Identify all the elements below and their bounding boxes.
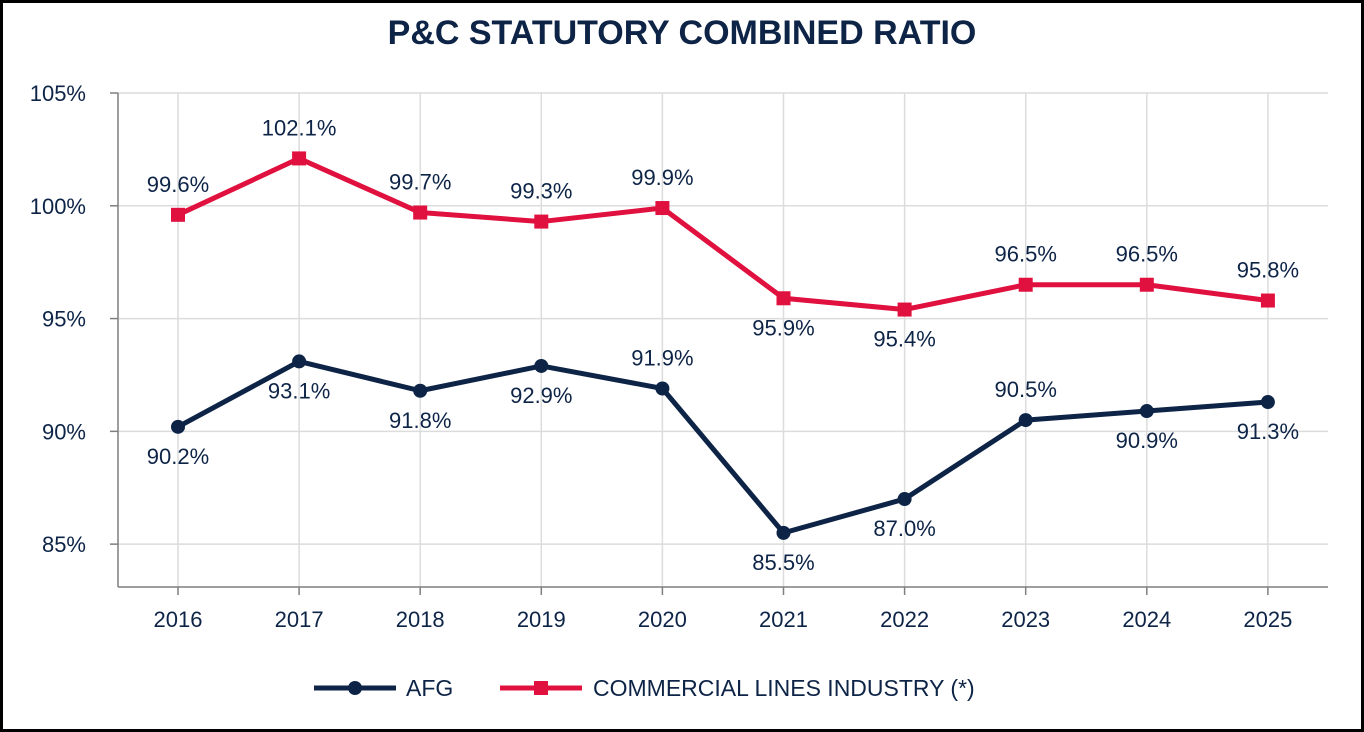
data-point-afg — [171, 419, 185, 434]
y-tick-label: 95% — [42, 307, 86, 332]
x-tick-label: 2019 — [517, 607, 566, 632]
legend-marker — [348, 681, 362, 695]
data-label-industry: 95.4% — [873, 327, 935, 352]
legend-item-afg: AFG — [314, 675, 453, 701]
data-point-industry — [171, 207, 185, 222]
data-point-industry — [1139, 277, 1154, 292]
x-tick-label: 2024 — [1122, 607, 1171, 632]
y-tick-label: 90% — [42, 419, 86, 444]
data-label-industry: 99.3% — [510, 179, 572, 204]
data-label-industry: 95.8% — [1237, 258, 1299, 283]
data-point-industry — [897, 302, 912, 317]
data-label-industry: 99.9% — [631, 165, 693, 190]
x-tick-label: 2025 — [1243, 607, 1292, 632]
series-group — [171, 151, 1275, 540]
x-tick-label: 2020 — [638, 607, 687, 632]
data-label-industry: 96.5% — [1116, 242, 1178, 267]
x-tick-label: 2022 — [880, 607, 929, 632]
data-label-afg: 91.8% — [389, 408, 451, 433]
gridlines — [118, 92, 1328, 587]
data-label-afg: 90.5% — [995, 377, 1057, 402]
data-label-afg: 92.9% — [510, 383, 572, 408]
data-point-industry — [655, 201, 670, 216]
data-label-industry: 95.9% — [752, 315, 814, 340]
axes: 85% 90% 95% 100% 105% 2016 2017 2018 2019 2020 202… — [30, 81, 1328, 632]
data-point-afg — [776, 525, 791, 540]
x-tick-label: 2021 — [759, 607, 808, 632]
legend-label: AFG — [406, 675, 453, 701]
y-tick-label: 100% — [30, 194, 86, 219]
data-label-industry: 96.5% — [995, 242, 1057, 267]
data-point-afg — [655, 381, 670, 396]
data-point-afg — [897, 492, 912, 507]
data-label-industry: 102.1% — [262, 115, 337, 140]
data-point-industry — [413, 205, 428, 220]
data-label-afg: 91.9% — [631, 345, 693, 370]
y-tick-label: 85% — [42, 532, 86, 557]
legend: AFG COMMERCIAL LINES INDUSTRY (*) — [314, 675, 975, 701]
chart-title: P&C STATUTORY COMBINED RATIO — [387, 14, 977, 52]
data-label-industry: 99.6% — [147, 172, 209, 197]
data-labels: 99.6% 102.1% 99.7% 99.3% 99.9% 95.9% 95.4% 96.5… — [147, 115, 1299, 574]
legend-marker — [534, 681, 548, 695]
x-tick-label: 2016 — [154, 607, 203, 632]
data-point-industry — [1018, 277, 1033, 292]
legend-item-industry: COMMERCIAL LINES INDUSTRY (*) — [500, 675, 975, 701]
data-point-industry — [776, 291, 791, 306]
legend-label: COMMERCIAL LINES INDUSTRY (*) — [593, 675, 975, 701]
series-line-industry — [176, 155, 1269, 313]
data-point-afg — [1139, 404, 1154, 419]
data-label-afg: 93.1% — [268, 378, 330, 403]
x-tick-label: 2023 — [1001, 607, 1050, 632]
data-point-afg — [1018, 413, 1033, 428]
data-point-afg — [413, 383, 428, 398]
data-point-industry — [1260, 293, 1275, 308]
data-point-afg — [534, 358, 549, 373]
data-point-afg — [1260, 395, 1275, 410]
data-point-industry — [534, 214, 549, 229]
data-label-afg: 87.0% — [873, 516, 935, 541]
y-tick-label: 105% — [30, 81, 86, 106]
data-label-afg: 85.5% — [752, 550, 814, 575]
data-point-industry — [292, 151, 307, 166]
data-label-industry: 99.7% — [389, 170, 451, 195]
data-label-afg: 90.2% — [147, 444, 209, 469]
data-point-afg — [292, 354, 307, 369]
x-tick-label: 2017 — [275, 607, 324, 632]
data-label-afg: 91.3% — [1237, 419, 1299, 444]
data-label-afg: 90.9% — [1116, 428, 1178, 453]
x-tick-label: 2018 — [396, 607, 445, 632]
series-line-afg — [176, 358, 1269, 536]
